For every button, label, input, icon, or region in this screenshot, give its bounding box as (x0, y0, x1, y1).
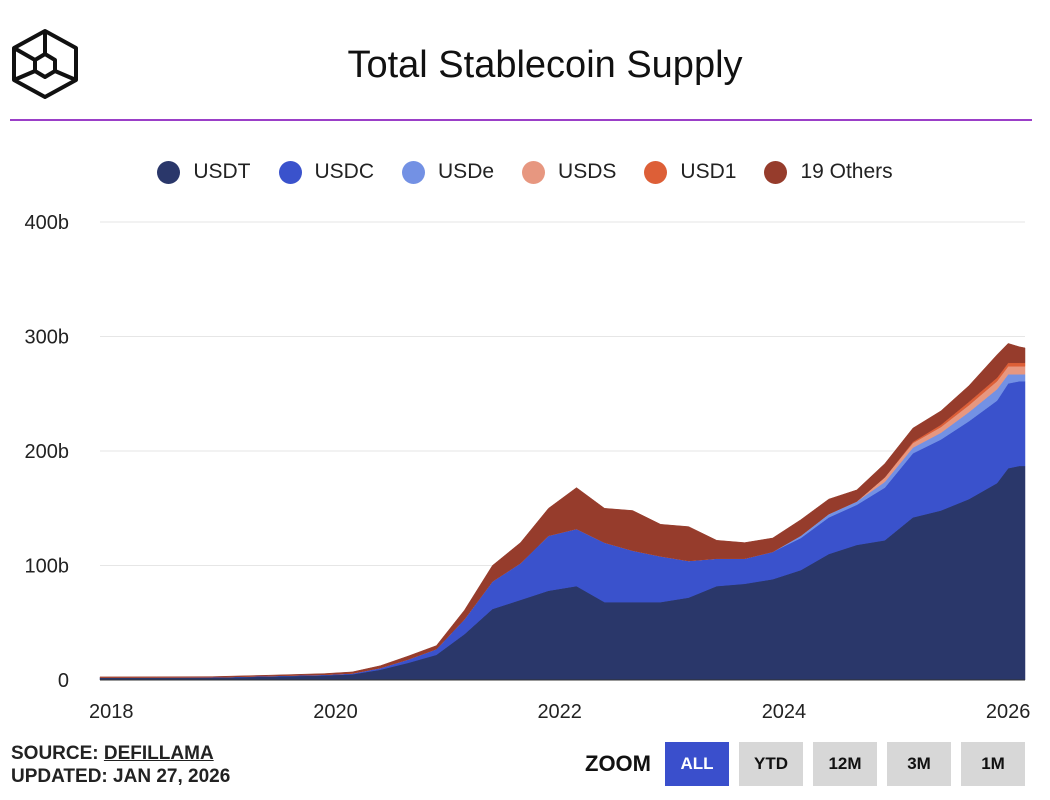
legend-item-usde[interactable]: USDe (402, 160, 494, 184)
y-tick-label-0: 0 (58, 670, 69, 692)
legend-dot-usdc (278, 160, 302, 184)
y-tick-label-2: 200b (25, 441, 70, 463)
legend-dot-usde (402, 160, 426, 184)
legend-dot-usds (522, 160, 546, 184)
x-tick-label-2: 2022 (537, 701, 582, 723)
legend-item-usdc[interactable]: USDC (278, 160, 375, 184)
legend-item-usdt[interactable]: USDT (157, 160, 251, 184)
chart-title: Total Stablecoin Supply (347, 44, 743, 86)
legend-dot-others (764, 160, 788, 184)
legend-label-usdt: USDT (193, 160, 251, 183)
y-tick-label-4: 400b (25, 212, 70, 234)
zoom-12m-button[interactable]: 12M (813, 742, 877, 786)
x-tick-label-0: 2018 (89, 701, 134, 723)
source-block: SOURCE: DEFILLAMA UPDATED: JAN 27, 2026 (11, 742, 230, 788)
y-tick-label-1: 100b (25, 556, 70, 578)
area-series-19-others (99, 343, 1026, 678)
x-tick-label-4: 2026 (986, 701, 1031, 723)
defillama-logo-icon (12, 29, 78, 99)
zoom-3m-button[interactable]: 3M (887, 742, 951, 786)
title-divider (10, 119, 1032, 121)
legend-dot-usd1 (644, 160, 668, 184)
x-tick-label-1: 2020 (313, 701, 358, 723)
legend-dot-usdt (157, 160, 181, 184)
y-tick-label-3: 300b (25, 327, 70, 349)
legend-item-others[interactable]: 19 Others (764, 160, 893, 184)
legend-label-others: 19 Others (800, 160, 893, 183)
zoom-all-button[interactable]: ALL (665, 742, 729, 786)
zoom-1m-button[interactable]: 1M (961, 742, 1025, 786)
chart-legend: USDT USDC USDe USDS USD1 19 Others (0, 160, 1050, 184)
source-link[interactable]: DEFILLAMA (103, 743, 214, 764)
legend-label-usd1: USD1 (680, 160, 737, 183)
legend-item-usds[interactable]: USDS (522, 160, 616, 184)
legend-label-usde: USDe (438, 160, 495, 183)
zoom-controls: ZOOM ALL YTD 12M 3M 1M (585, 742, 1035, 786)
zoom-label: ZOOM (585, 751, 651, 776)
stacked-area-chart: 0 100b 200b 300b 400b 2018 2020 2022 2024 2026 (25, 212, 1031, 723)
source-line: SOURCE: DEFILLAMA (11, 742, 230, 765)
zoom-ytd-button[interactable]: YTD (739, 742, 803, 786)
legend-label-usds: USDS (558, 160, 617, 183)
legend-item-usd1[interactable]: USD1 (644, 160, 736, 184)
x-tick-label-3: 2024 (762, 701, 807, 723)
legend-label-usdc: USDC (314, 160, 375, 183)
source-prefix: SOURCE: (11, 743, 104, 764)
updated-line: UPDATED: JAN 27, 2026 (11, 766, 231, 787)
